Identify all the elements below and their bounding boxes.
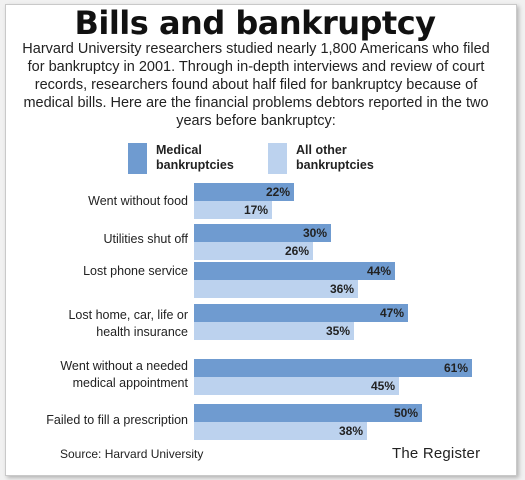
value-label-other-went-without-food: 17% (243, 203, 268, 217)
bar-medical-utilities-shut-off (194, 224, 331, 242)
bar-medical-went-without-a-needed-medical-appointment (194, 359, 472, 377)
bar-other-lost-phone-service (194, 280, 358, 298)
value-label-other-went-without-a-needed-medical-appointment: 45% (370, 379, 395, 393)
bar-medical-lost-home-car-life-or-health-insurance (194, 304, 408, 322)
legend-other-label: All other bankruptcies (296, 143, 374, 172)
value-label-medical-lost-home-car-life-or-health-insurance: 47% (379, 306, 404, 320)
bar-other-went-without-food (194, 201, 272, 219)
publisher-credit: The Register (392, 445, 481, 462)
value-label-other-utilities-shut-off: 26% (284, 244, 309, 258)
chart-title: Bills and bankruptcy (74, 4, 436, 42)
bar-medical-went-without-food (194, 183, 294, 201)
bar-other-utilities-shut-off (194, 242, 313, 260)
bar-other-lost-home-car-life-or-health-insurance (194, 322, 354, 340)
category-label-lost-phone-service: Lost phone service (83, 264, 188, 278)
source-note: Source: Harvard University (60, 447, 204, 461)
category-label-went-without-a-needed-medical-appointment: Went without a needed medical appointmen… (60, 359, 188, 390)
value-label-medical-failed-to-fill-a-prescription: 50% (393, 406, 418, 420)
bar-medical-failed-to-fill-a-prescription (194, 404, 422, 422)
value-label-medical-went-without-a-needed-medical-appointment: 61% (443, 361, 468, 375)
chart-intro: Harvard University researchers studied n… (22, 41, 490, 129)
bar-other-failed-to-fill-a-prescription (194, 422, 367, 440)
legend-medical-label: Medical bankruptcies (156, 143, 234, 172)
value-label-medical-went-without-food: 22% (265, 185, 290, 199)
value-label-other-lost-phone-service: 36% (329, 282, 354, 296)
bar-other-went-without-a-needed-medical-appointment (194, 377, 399, 395)
category-label-failed-to-fill-a-prescription: Failed to fill a prescription (46, 413, 188, 427)
value-label-medical-lost-phone-service: 44% (366, 264, 391, 278)
legend-medical-swatch (128, 143, 147, 174)
value-label-other-failed-to-fill-a-prescription: 38% (338, 424, 363, 438)
category-label-lost-home-car-life-or-health-insurance: Lost home, car, life or health insurance (68, 308, 188, 339)
category-label-utilities-shut-off: Utilities shut off (103, 232, 188, 246)
category-label-went-without-food: Went without food (88, 194, 188, 208)
legend-other-swatch (268, 143, 287, 174)
value-label-medical-utilities-shut-off: 30% (302, 226, 327, 240)
value-label-other-lost-home-car-life-or-health-insurance: 35% (325, 324, 350, 338)
bar-medical-lost-phone-service (194, 262, 395, 280)
